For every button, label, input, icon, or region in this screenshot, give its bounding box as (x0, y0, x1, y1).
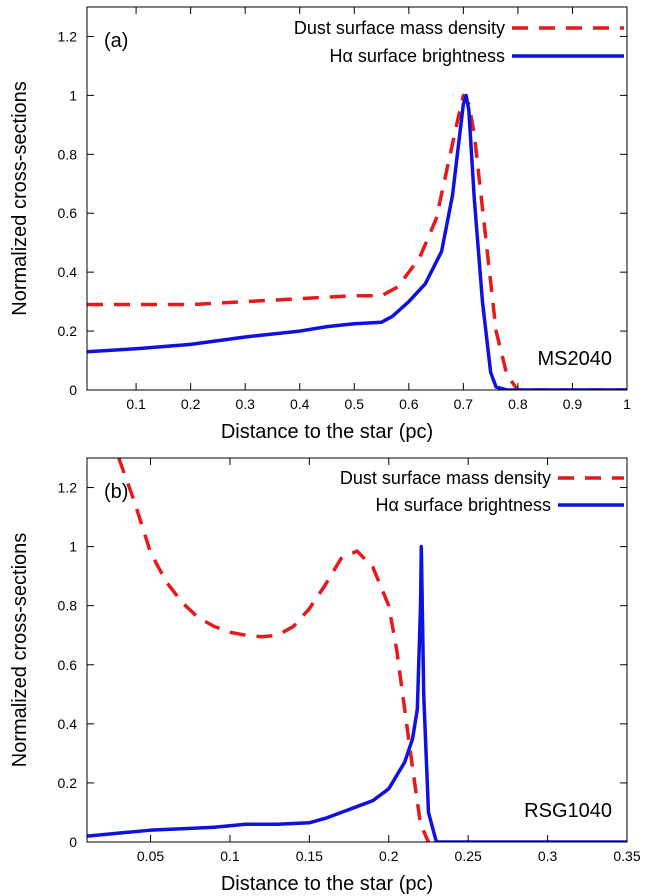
x-tick-label: 0.6 (399, 396, 419, 412)
y-axis-title: Normalized cross-sections (9, 533, 31, 768)
x-axis-title: Distance to the star (pc) (221, 873, 433, 895)
x-tick-label: 1 (623, 396, 631, 412)
legend-entry-label: Dust surface mass density (340, 468, 551, 488)
x-tick-label: 0.8 (508, 396, 528, 412)
plot-frame (86, 6, 628, 391)
y-tick-label: 0.8 (58, 598, 78, 614)
legend-entry-label: Dust surface mass density (294, 18, 505, 38)
x-tick-label: 0.2 (379, 848, 399, 864)
x-tick-label: 0.3 (235, 396, 255, 412)
y-tick-label: 1 (69, 87, 77, 103)
series-line-dust-density (117, 458, 431, 842)
legend-entry-label: Hα surface brightness (376, 495, 551, 515)
model-label: MS2040 (538, 348, 613, 370)
series-line-dust-density (87, 93, 627, 390)
x-tick-label: 0.1 (220, 848, 240, 864)
x-tick-label: 0.35 (613, 848, 640, 864)
chart-panel-2: 0.05 0.1 0.15 0.2 0.25 0.3 0.35 0 0.2 0.4 0.6 0.8 1 1… (9, 457, 641, 895)
x-tick-label: 0.05 (137, 848, 164, 864)
legend-entry-label: Hα surface brightness (330, 46, 505, 66)
x-tick-label: 0.2 (181, 396, 201, 412)
x-tick-label: 0.9 (563, 396, 583, 412)
y-tick-label: 0.8 (58, 146, 78, 162)
series-line-halpha-brightness (87, 544, 627, 842)
legend: Dust surface mass density Hα surface brig… (340, 468, 624, 515)
x-tick-label: 0.1 (126, 396, 146, 412)
x-tick-label: 0.4 (290, 396, 310, 412)
y-tick-label: 0.4 (58, 716, 78, 732)
y-tick-label: 0.4 (58, 264, 78, 280)
y-tick-label: 0 (69, 382, 77, 398)
y-axis-title: Normalized cross-sections (9, 81, 31, 316)
y-tick-label: 1 (69, 539, 77, 555)
x-tick-label: 0.3 (538, 848, 558, 864)
model-label: RSG1040 (524, 800, 612, 822)
x-tick-label: 0.7 (454, 396, 474, 412)
legend: Dust surface mass density Hα surface brig… (294, 18, 624, 66)
x-axis-title: Distance to the star (pc) (221, 421, 433, 443)
chart-panel-1: 0.1 0.2 0.3 0.4 0.5 0.6 0.7 0.8 0.9 1 0 0.2 0.4 0.6 0.… (9, 6, 631, 443)
panel-label: (b) (104, 481, 128, 503)
x-tick-label: 0.25 (455, 848, 482, 864)
panel-label: (a) (104, 30, 128, 52)
plot-frame (86, 457, 628, 843)
series-line-halpha-brightness (87, 93, 627, 390)
y-tick-label: 0.6 (58, 205, 78, 221)
y-tick-label: 1.2 (58, 28, 78, 44)
y-tick-label: 0.2 (58, 323, 78, 339)
y-tick-label: 0 (69, 834, 77, 850)
x-tick-label: 0.15 (296, 848, 323, 864)
x-tick-label: 0.5 (345, 396, 365, 412)
y-tick-label: 1.2 (58, 480, 78, 496)
y-tick-label: 0.2 (58, 775, 78, 791)
y-tick-label: 0.6 (58, 657, 78, 673)
